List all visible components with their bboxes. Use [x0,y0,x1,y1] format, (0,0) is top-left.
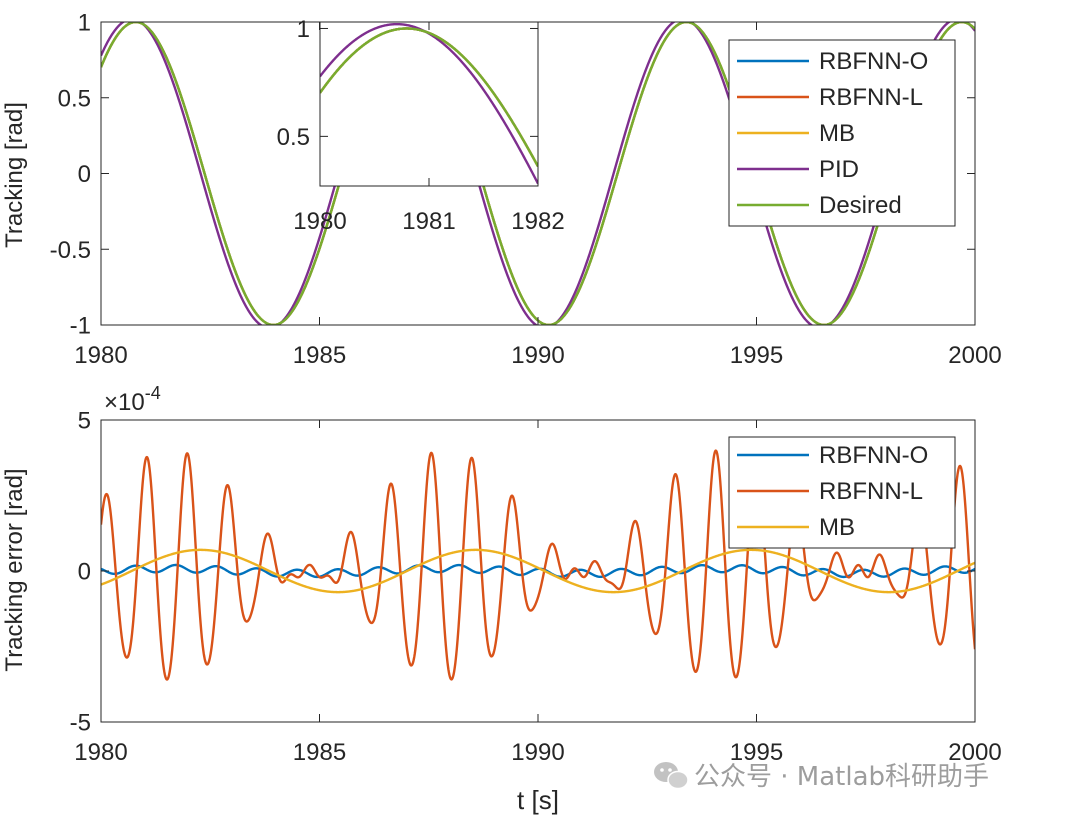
legend-label-pid: PID [819,156,859,183]
watermark-text: 公众号 · Matlab科研助手 [694,762,989,792]
top-xtick-label: 1990 [511,342,564,369]
top-xtick-label: 2000 [948,342,1001,369]
top-xtick-label: 1995 [730,342,783,369]
legend-label-mb: MB [819,120,855,147]
bottom-legend: RBFNN-O RBFNN-L MB [728,436,956,549]
bottom-ytick-label: -5 [70,710,91,737]
bottom-ticks: 1980 1985 1990 1995 2000 -5 0 5 [70,408,1002,766]
legend-label-rbfnn-o: RBFNN-O [819,442,928,469]
inset-ytick-label: 0.5 [277,124,310,151]
line-desired-inset [320,27,538,168]
top-xtick-label: 1980 [74,342,127,369]
inset-series-lines [320,22,538,185]
top-ylabel: Tracking [rad] [1,102,28,248]
bottom-xtick-label: 2000 [948,739,1001,766]
bottom-ytick-label: 5 [78,408,91,435]
line-rbfnn-l-err [101,449,975,681]
wechat-icon [654,762,689,790]
top-ticks: 1980 1985 1990 1995 2000 -1 -0.5 0 0.5 1 [50,10,1002,369]
legend-label-rbfnn-l: RBFNN-L [819,478,923,505]
bottom-xtick-label: 1980 [74,739,127,766]
legend-label-desired: Desired [819,192,902,219]
top-axes: 1980 1985 1990 1995 2000 -1 -0.5 0 0.5 1 Tracking… [1,10,1002,369]
bottom-ytick-label: 0 [78,559,91,586]
bottom-axes: 1980 1985 1990 1995 2000 -5 0 5 ×10-4 Tracking … [1,383,1002,815]
top-ytick-label: 0 [78,161,91,188]
legend-label-rbfnn-l: RBFNN-L [819,84,923,111]
top-ytick-label: -0.5 [50,237,91,264]
inset-xtick-label: 1981 [402,208,455,235]
inset-xtick-label: 1982 [511,208,564,235]
top-legend: RBFNN-O RBFNN-L MB PID Desired [728,39,956,227]
inset-xtick-label: 1980 [293,208,346,235]
inset-plot-area [320,22,538,186]
bottom-exponent-power: -4 [145,383,161,403]
top-ytick-label: 1 [78,10,91,37]
top-xtick-label: 1985 [293,342,346,369]
bottom-xtick-label: 1995 [730,739,783,766]
bottom-xtick-label: 1985 [293,739,346,766]
inset-ticks: 1980 1981 1982 0.5 1 [277,16,565,235]
bottom-exponent-base: ×10 [104,389,145,416]
top-ytick-label: 0.5 [58,85,91,112]
legend-label-rbfnn-o: RBFNN-O [819,48,928,75]
bottom-xlabel: t [s] [517,785,559,815]
top-ytick-label: -1 [70,313,91,340]
watermark: 公众号 · Matlab科研助手 [654,762,989,792]
bottom-ylabel: Tracking error [rad] [1,468,28,671]
inset-ytick-label: 1 [297,16,310,43]
inset-axes: 1980 1981 1982 0.5 1 [277,16,565,235]
line-mb-err [101,548,975,594]
bottom-xtick-label: 1990 [511,739,564,766]
bottom-series-lines [101,449,975,681]
bottom-exponent-label: ×10-4 [104,383,161,416]
legend-label-mb: MB [819,514,855,541]
